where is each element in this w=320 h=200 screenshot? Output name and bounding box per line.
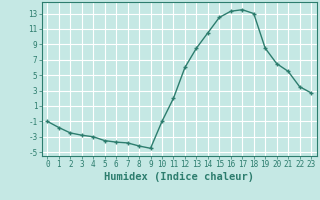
X-axis label: Humidex (Indice chaleur): Humidex (Indice chaleur) — [104, 172, 254, 182]
